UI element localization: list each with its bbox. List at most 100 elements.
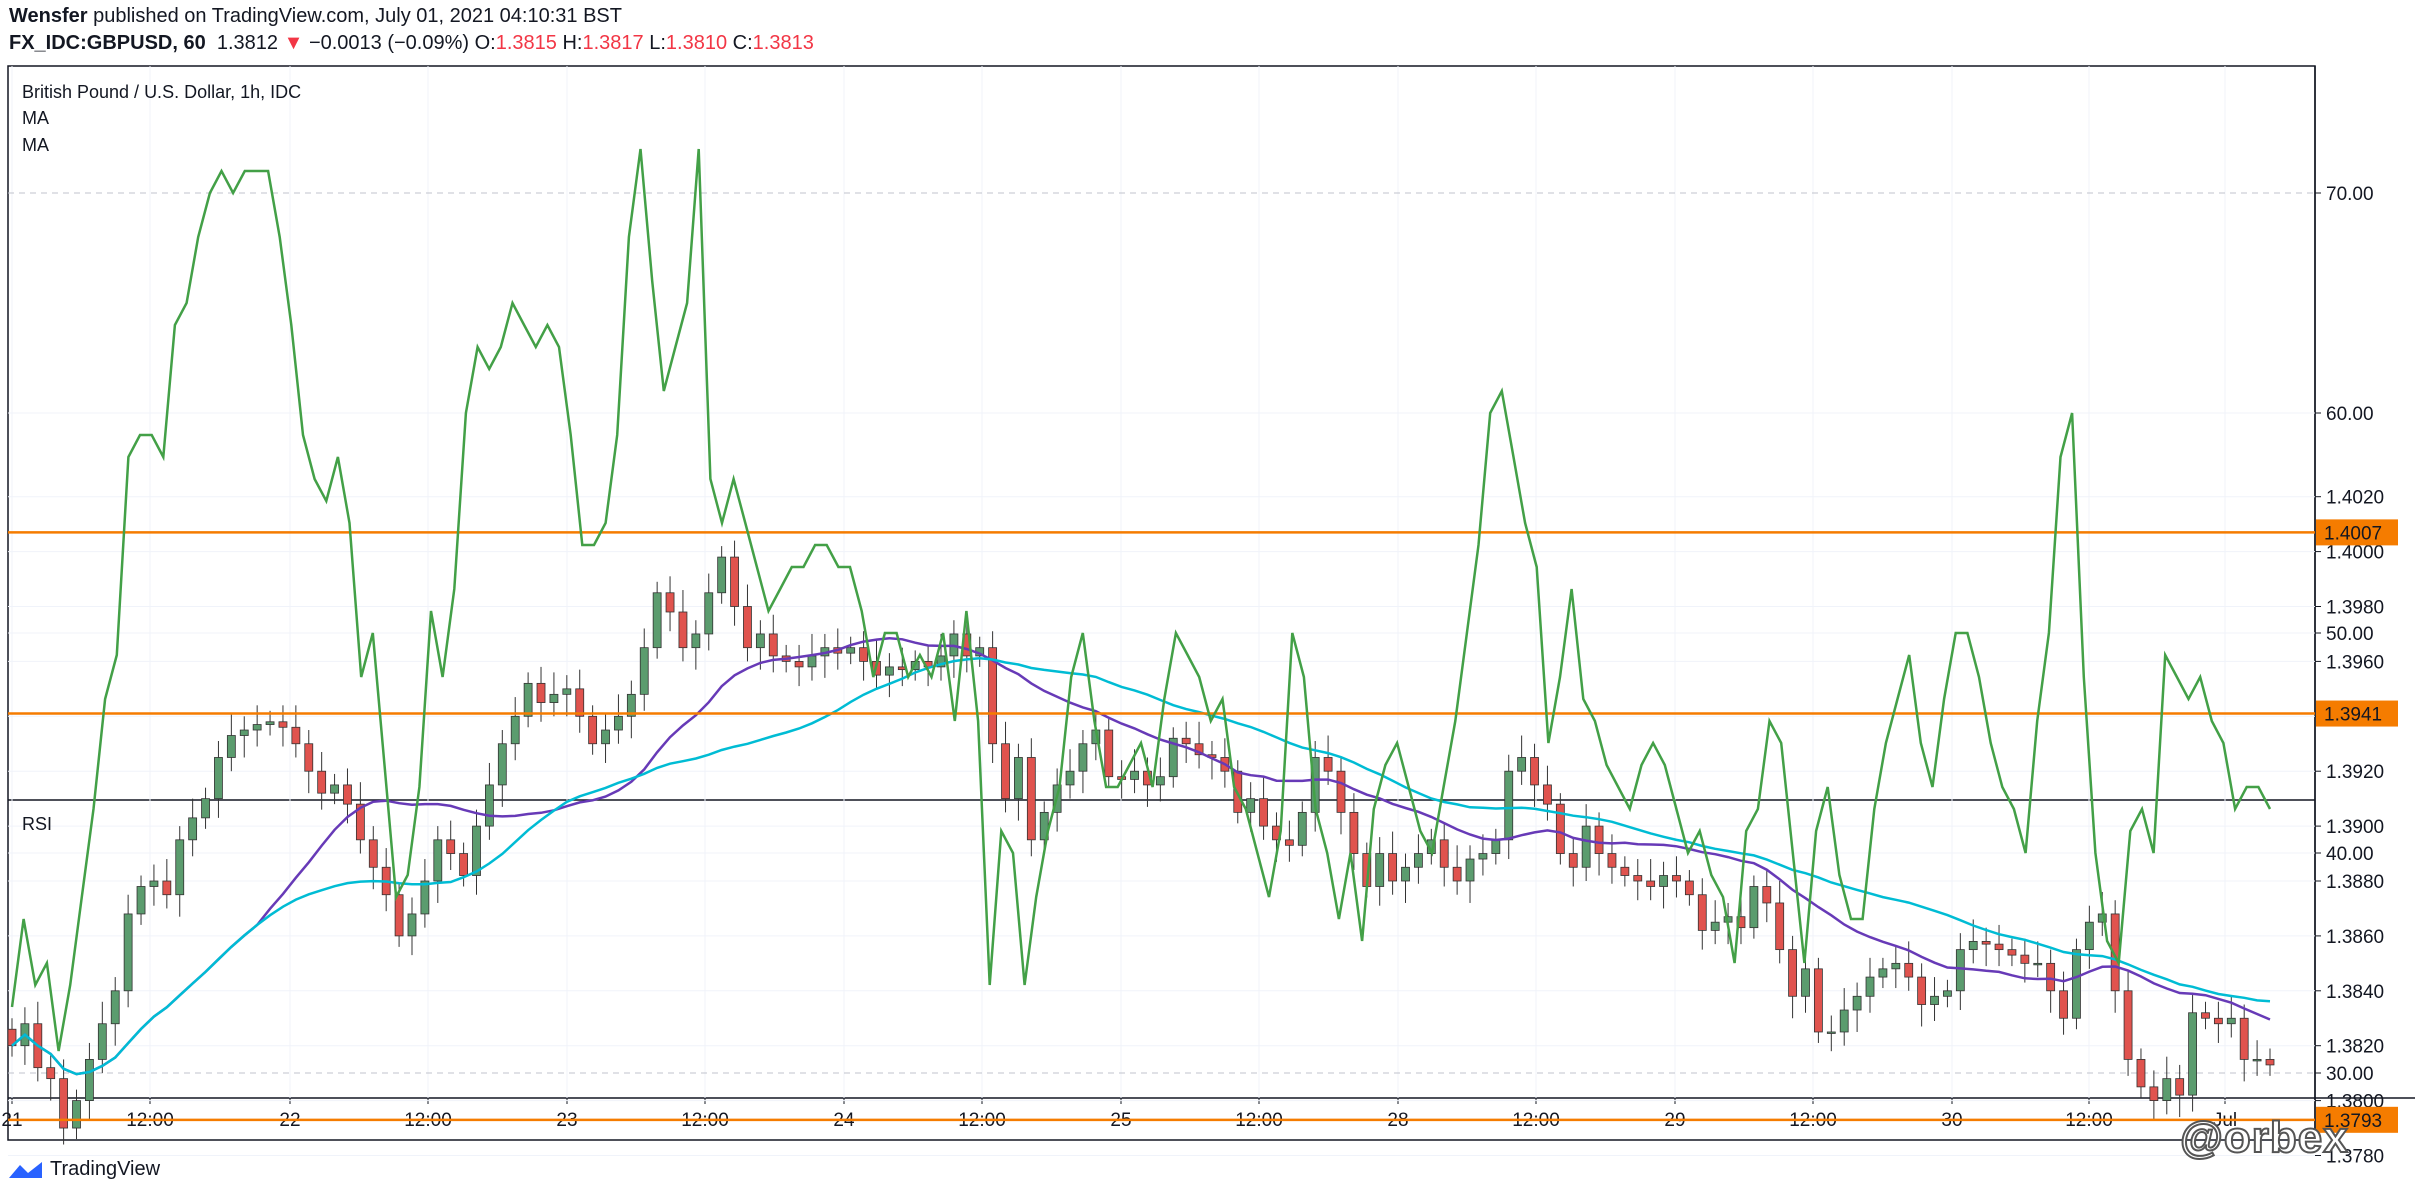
candle-body (123, 913, 133, 992)
candle-body (2046, 962, 2056, 992)
candle-body (678, 611, 688, 649)
candle-body (1452, 866, 1462, 882)
candle-body (355, 803, 365, 841)
candle-body (1633, 875, 1643, 882)
candle-body (575, 688, 585, 717)
candle-body (407, 913, 417, 937)
level-badge-label: 1.3941 (2324, 705, 2382, 726)
candle-body (1607, 853, 1617, 868)
price-tick-label: 1.3960 (2326, 652, 2384, 673)
tradingview-logo[interactable]: TradingView (8, 1158, 160, 1181)
candle-body (717, 556, 727, 594)
candle-body (1336, 770, 1346, 813)
candle-body (1168, 737, 1178, 778)
candle-body (536, 682, 546, 703)
symbol-name[interactable]: FX_IDC:GBPUSD, 60 (9, 32, 206, 54)
candle-body (1646, 880, 1656, 887)
candle-body (652, 592, 662, 649)
candle-body (2033, 962, 2043, 966)
candle-body (743, 606, 752, 649)
low-value: 1.3810 (665, 32, 728, 54)
candle-body (1065, 770, 1075, 786)
candle-body (730, 556, 739, 607)
candle-body (239, 729, 249, 736)
candle-body (291, 726, 301, 745)
candle-body (2226, 1017, 2236, 1025)
candle-body (1994, 943, 2004, 951)
candle-body (343, 784, 352, 805)
price-tick-label: 1.3860 (2326, 927, 2384, 948)
candle-body (1194, 743, 1204, 756)
candle-body (2239, 1017, 2249, 1060)
candle-body (162, 880, 172, 896)
candle-body (859, 647, 868, 662)
price-tick-label: 1.4020 (2326, 488, 2384, 509)
candle-body (1478, 853, 1488, 860)
candle-body (1155, 776, 1165, 786)
candle-body (459, 853, 468, 876)
candle-body (639, 647, 649, 695)
candle-body (1349, 811, 1359, 854)
candle-body (1917, 976, 1927, 1005)
candle-body (1839, 1009, 1849, 1033)
ma-slow-legend[interactable]: MA (22, 135, 49, 155)
candle-body (85, 1059, 94, 1102)
candle-body (201, 798, 210, 819)
candle-body (884, 666, 894, 676)
publisher-name[interactable]: Wensfer (9, 5, 88, 27)
candle-body (1465, 858, 1475, 882)
candle-body (2252, 1059, 2262, 1062)
price-tick-label: 1.3980 (2326, 598, 2384, 619)
tradingview-icon (9, 1161, 42, 1178)
candle-body (936, 655, 946, 668)
candle-body (794, 661, 804, 668)
rsi-tick-label: 70.00 (2326, 184, 2374, 205)
high-value: 1.3817 (582, 32, 644, 54)
candle-body (1852, 995, 1862, 1011)
candle-body (1104, 729, 1114, 778)
level-badge (2316, 519, 2398, 546)
candle-body (1659, 875, 1668, 887)
candle-body (1555, 803, 1565, 854)
candle-body (1517, 757, 1527, 772)
price-tick-label: 1.3840 (2326, 982, 2384, 1003)
candle-body (1981, 940, 1991, 945)
candle-body (1504, 770, 1514, 841)
candle-body (2175, 1078, 2185, 1096)
candle-body (562, 688, 572, 695)
candle-body (1181, 737, 1191, 745)
candle-body (1620, 866, 1630, 876)
price-change: −0.0013 (−0.09%) (308, 32, 470, 54)
open-label: O: (474, 32, 496, 54)
candle-body (433, 839, 443, 882)
candle-body (1530, 757, 1539, 786)
rsi-legend[interactable]: RSI (22, 814, 53, 834)
candle-body (149, 880, 159, 887)
ma-fast-legend[interactable]: MA (22, 108, 49, 128)
price-tick-label: 1.3780 (2326, 1147, 2384, 1168)
candle-body (755, 633, 765, 649)
candle-body (1323, 757, 1333, 772)
candle-body (1568, 853, 1578, 868)
candle-body (110, 990, 120, 1025)
low-label: L: (649, 32, 666, 54)
ma-slow-line (11, 657, 2271, 1076)
candle-body (2188, 1012, 2197, 1096)
candle-body (665, 592, 675, 613)
candle-body (265, 721, 275, 725)
candle-body (2162, 1078, 2172, 1102)
watermark: @orbex (2179, 1112, 2349, 1163)
candle-body (1904, 962, 1914, 978)
candle-body (1762, 886, 1772, 904)
level-badge (2316, 700, 2398, 727)
chart-frame (7, 65, 2316, 1141)
candle-body (175, 839, 185, 896)
candle-body (1491, 839, 1501, 854)
high-label: H: (562, 32, 583, 54)
candle-body (278, 721, 288, 728)
candle-body (1594, 825, 1604, 854)
candle-body (59, 1078, 69, 1129)
candles (7, 540, 2275, 1145)
candle-body (1414, 853, 1423, 868)
